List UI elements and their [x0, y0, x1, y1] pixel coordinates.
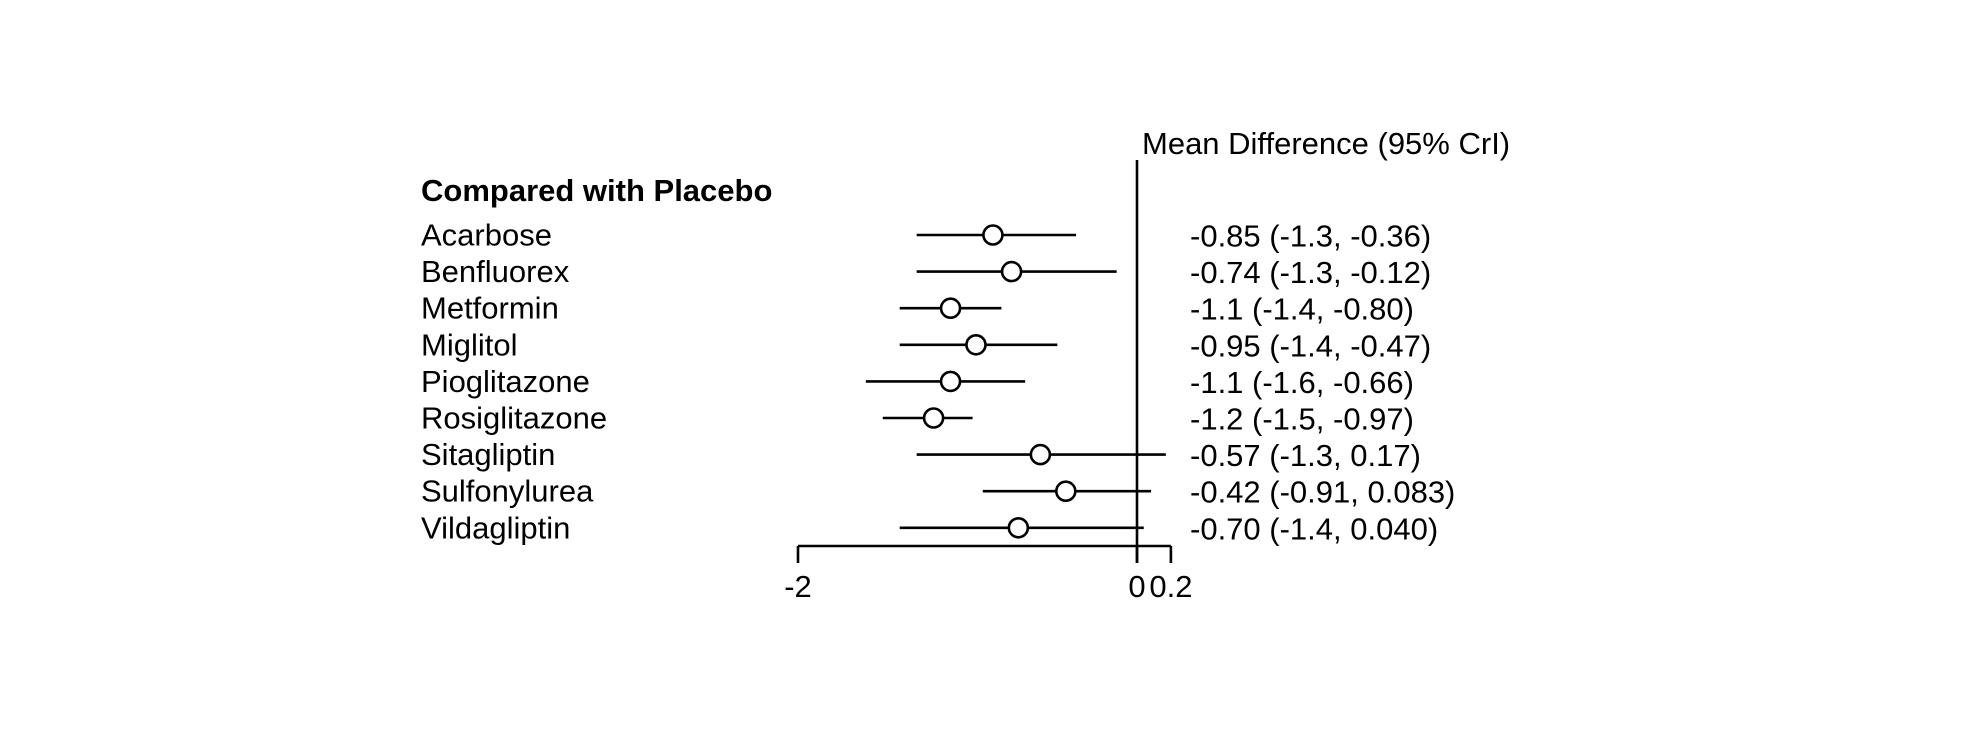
- estimate-text: -0.57 (-1.3, 0.17): [1190, 438, 1421, 473]
- point-estimate-marker: [922, 407, 945, 429]
- point-estimate-marker: [939, 370, 962, 393]
- row-label: Miglitol: [421, 327, 517, 362]
- row-label: Acarbose: [421, 218, 552, 253]
- row-label: Sitagliptin: [421, 437, 555, 472]
- point-estimate-marker: [1055, 480, 1077, 503]
- row-label: Vildagliptin: [421, 510, 570, 545]
- row-label: Sulfonylurea: [421, 474, 594, 509]
- x-axis-tick-label: 0.2: [1149, 569, 1192, 604]
- x-axis-tick-label: -2: [784, 569, 812, 604]
- row-label: Rosiglitazone: [421, 401, 607, 436]
- chart-title: Mean Difference (95% CrI): [1142, 126, 1510, 161]
- point-estimate-marker: [965, 333, 987, 356]
- point-estimate-marker: [1029, 443, 1052, 466]
- estimate-text: -0.70 (-1.4, 0.040): [1190, 511, 1438, 546]
- point-estimate-marker: [1000, 260, 1023, 283]
- point-estimate-marker: [1007, 516, 1030, 539]
- estimate-text: -0.95 (-1.4, -0.47): [1190, 328, 1431, 363]
- estimate-text: -0.74 (-1.3, -0.12): [1190, 255, 1431, 290]
- group-header: Compared with Placebo: [421, 173, 772, 208]
- point-estimate-marker: [982, 224, 1004, 246]
- estimate-text: -0.42 (-0.91, 0.083): [1190, 475, 1455, 510]
- estimate-text: -0.85 (-1.3, -0.36): [1190, 219, 1431, 254]
- x-axis-tick-label: 0: [1128, 569, 1145, 604]
- estimate-text: -1.2 (-1.5, -0.97): [1190, 402, 1414, 437]
- plot-area: -2 0 0.2 Acarbose -0.85 (-1.3, -0.36) Benfluo…: [421, 160, 1455, 604]
- estimate-text: -1.1 (-1.6, -0.66): [1190, 365, 1414, 400]
- point-estimate-marker: [939, 297, 962, 320]
- estimate-text: -1.1 (-1.4, -0.80): [1190, 292, 1414, 327]
- row-label: Metformin: [421, 291, 559, 326]
- row-label: Benfluorex: [421, 254, 570, 289]
- row-label: Pioglitazone: [421, 364, 590, 399]
